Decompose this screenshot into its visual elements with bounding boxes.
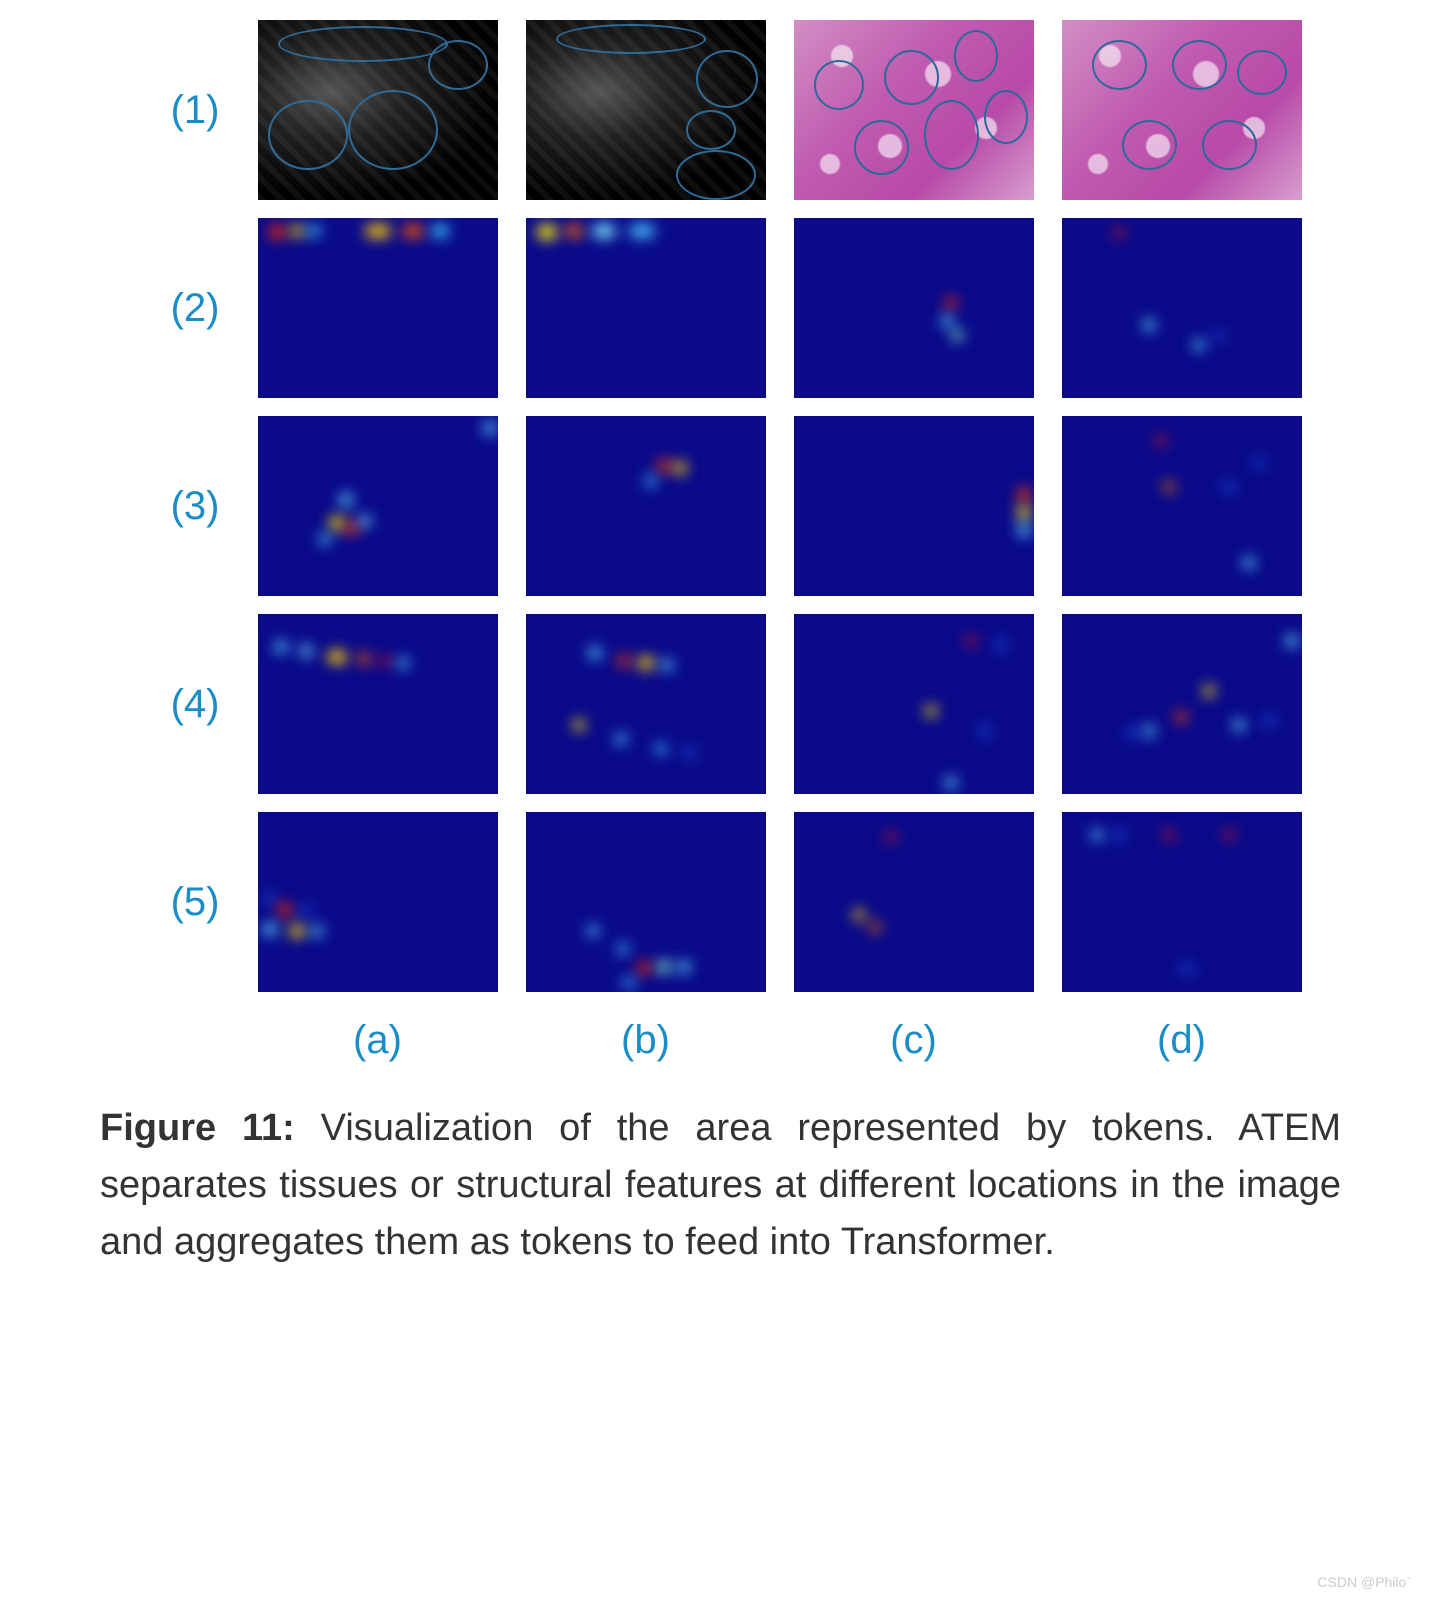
cell-4a <box>258 614 498 794</box>
col-label-b: (b) <box>621 1018 670 1063</box>
cell-1c <box>794 20 1034 200</box>
cell-2d <box>1062 218 1302 398</box>
cell-3c <box>794 416 1034 596</box>
row-label-2: (2) <box>171 286 230 331</box>
row-label-5: (5) <box>171 880 230 925</box>
row-label-1: (1) <box>171 88 230 133</box>
cell-2b <box>526 218 766 398</box>
col-label-a: (a) <box>353 1018 402 1063</box>
col-label-d: (d) <box>1157 1018 1206 1063</box>
cell-5b <box>526 812 766 992</box>
watermark: CSDN @Philo` <box>1317 1574 1411 1590</box>
figure-caption: Figure 11: Visualization of the area rep… <box>100 1100 1341 1271</box>
cell-3b <box>526 416 766 596</box>
row-label-4: (4) <box>171 682 230 727</box>
cell-4b <box>526 614 766 794</box>
cell-5c <box>794 812 1034 992</box>
cell-1a <box>258 20 498 200</box>
figure-grid: (1) (2) (3) (4) (5) (a) (b) (c) (d) <box>140 20 1302 1070</box>
cell-5a <box>258 812 498 992</box>
row-label-3: (3) <box>171 484 230 529</box>
cell-1b <box>526 20 766 200</box>
cell-5d <box>1062 812 1302 992</box>
cell-3a <box>258 416 498 596</box>
cell-3d <box>1062 416 1302 596</box>
cell-1d <box>1062 20 1302 200</box>
cell-4d <box>1062 614 1302 794</box>
col-label-c: (c) <box>890 1018 937 1063</box>
caption-label: Figure 11: <box>100 1107 295 1149</box>
cell-2c <box>794 218 1034 398</box>
cell-4c <box>794 614 1034 794</box>
cell-2a <box>258 218 498 398</box>
